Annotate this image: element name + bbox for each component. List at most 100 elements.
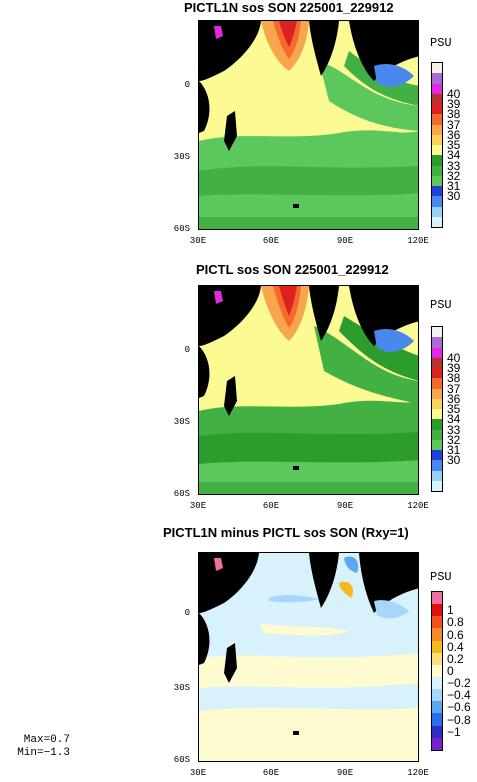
- colorbar-segment: [432, 460, 442, 471]
- colorbar-level-label: 37: [447, 117, 461, 132]
- lon-label: 30E: [189, 768, 207, 778]
- unit-label: PSU: [430, 570, 452, 584]
- lon-label: 120E: [407, 236, 429, 246]
- lon-label: 60E: [262, 236, 280, 246]
- colorbar-segment: [432, 701, 442, 714]
- colorbar-segment: [432, 378, 442, 389]
- colorbar-level-label: 33: [447, 422, 461, 437]
- lon-label: 60E: [262, 501, 280, 511]
- colorbar-segment: [432, 398, 442, 409]
- colorbar-segment: [432, 640, 442, 653]
- colorbar-segment: [432, 347, 442, 358]
- colorbar-segment: [432, 429, 442, 440]
- colorbar-segment: [432, 145, 442, 156]
- colorbar-segment: [432, 134, 442, 145]
- lat-label: 0: [184, 608, 190, 618]
- panel-pictl1n: PICTL1N sos SON 225001_229912 0 30S 60S …: [0, 0, 477, 260]
- map-field: [199, 21, 418, 229]
- lon-label: 30E: [189, 236, 207, 246]
- colorbar-segment: [432, 93, 442, 104]
- colorbar-level-label: 38: [447, 107, 461, 122]
- colorbar-segment: [432, 604, 442, 617]
- colorbar-level-label: 37: [447, 381, 461, 396]
- colorbar-segment: [432, 409, 442, 420]
- colorbar-level-label: −0.4: [447, 688, 471, 703]
- lat-label: 30S: [173, 152, 190, 162]
- stats-max: Max=0.7: [23, 734, 70, 746]
- colorbar-segment: [432, 357, 442, 368]
- colorbar-segment: [432, 450, 442, 461]
- colorbar-level-label: 34: [447, 148, 461, 163]
- colorbar-level-label: 0.2: [447, 651, 464, 666]
- colorbar-segment: [432, 713, 442, 726]
- lon-label: 30E: [189, 501, 207, 511]
- colorbar-segment: [432, 689, 442, 702]
- panel-title: PICTL1N minus PICTL sos SON (Rxy=1): [163, 525, 409, 540]
- panel-title: PICTL1N sos SON 225001_229912: [184, 0, 394, 15]
- colorbar-level-label: 39: [447, 97, 461, 111]
- colorbar-segment: [432, 83, 442, 94]
- colorbar-segment: [432, 186, 442, 197]
- colorbar-level-label: 33: [447, 158, 461, 173]
- colorbar-level-label: 0.4: [447, 639, 464, 654]
- colorbar-level-label: 40: [447, 350, 461, 365]
- colorbar-segment: [432, 725, 442, 738]
- colorbar-segment: [432, 470, 442, 481]
- colorbar-level-label: −0.6: [447, 700, 471, 715]
- lon-label: 90E: [336, 768, 354, 778]
- colorbar-segment: [432, 628, 442, 641]
- colorbar-segment: [432, 124, 442, 135]
- difference-map: [198, 552, 419, 762]
- lat-label: 60S: [173, 224, 190, 234]
- colorbar: [431, 591, 443, 751]
- colorbar-segment: [432, 368, 442, 379]
- colorbar-segment: [432, 676, 442, 690]
- lat-label: 60S: [173, 489, 190, 499]
- lat-label: 0: [184, 345, 190, 355]
- colorbar-level-label: 0: [447, 664, 454, 678]
- lon-label: 60E: [262, 768, 280, 778]
- panel-difference: PICTL1N minus PICTL sos SON (Rxy=1) 0 30…: [0, 525, 477, 782]
- salinity-map: [198, 20, 419, 230]
- colorbar-segment: [432, 104, 442, 115]
- lon-label: 90E: [336, 236, 354, 246]
- colorbar-segment: [432, 114, 442, 125]
- colorbar-segment: [432, 165, 442, 176]
- lat-label: 0: [184, 80, 190, 90]
- colorbar-level-label: 1: [447, 603, 454, 618]
- colorbar-segment: [432, 337, 442, 348]
- colorbar-segment: [432, 480, 442, 491]
- colorbar-level-label: 36: [447, 127, 461, 142]
- colorbar-level-label: 35: [447, 138, 461, 152]
- salinity-map: [198, 285, 419, 495]
- colorbar-segment: [432, 175, 442, 186]
- colorbar-segment: [432, 419, 442, 430]
- lat-label: 30S: [173, 417, 190, 427]
- lon-label: 120E: [407, 501, 429, 511]
- colorbar-level-label: 32: [447, 168, 461, 183]
- unit-label: PSU: [430, 36, 452, 50]
- colorbar-level-label: 30: [447, 453, 461, 468]
- colorbar-segment: [432, 439, 442, 450]
- colorbar-segment: [432, 196, 442, 207]
- stats-min: Min=−1.3: [17, 747, 70, 759]
- colorbar-level-label: −0.8: [447, 712, 471, 727]
- colorbar-level-label: 36: [447, 391, 461, 406]
- colorbar-level-label: 39: [447, 361, 461, 375]
- colorbar-level-label: 34: [447, 412, 461, 427]
- colorbar: [431, 62, 443, 228]
- colorbar-level-label: 32: [447, 432, 461, 447]
- colorbar-level-label: 0.6: [447, 627, 464, 642]
- colorbar-level-label: 0.8: [447, 615, 464, 630]
- panel-pictl: PICTL sos SON 225001_229912 0 30S 60S 30…: [0, 262, 477, 522]
- colorbar-segment: [432, 216, 442, 227]
- unit-label: PSU: [430, 298, 452, 312]
- map-field: [199, 286, 418, 494]
- colorbar-segment: [432, 73, 442, 84]
- colorbar-segment: [432, 388, 442, 399]
- colorbar-segment: [432, 155, 442, 166]
- colorbar-level-label: 30: [447, 189, 461, 204]
- lat-label: 30S: [173, 683, 190, 693]
- panel-title: PICTL sos SON 225001_229912: [196, 262, 389, 277]
- colorbar-segment: [432, 652, 442, 665]
